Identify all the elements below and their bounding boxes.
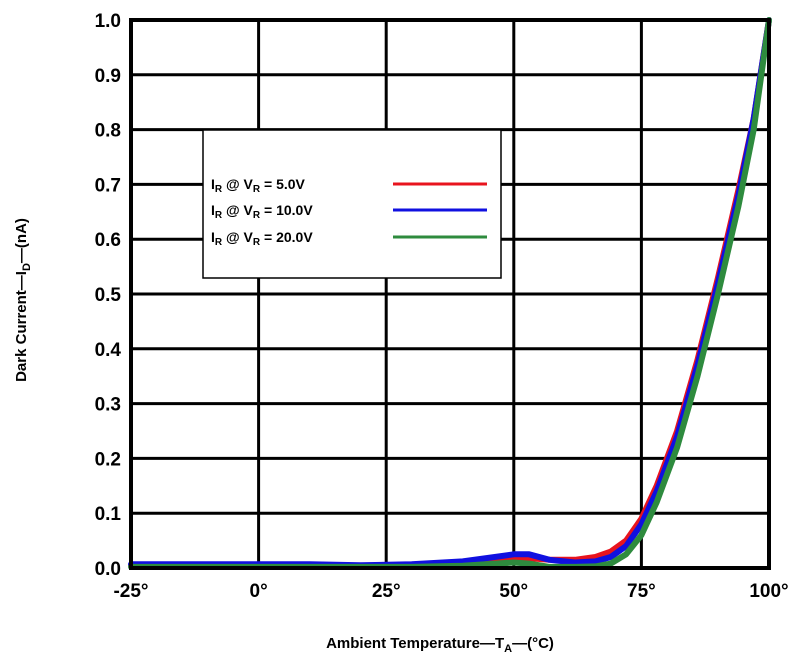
y-axis-title: Dark Current—ID—(nA) (13, 218, 33, 382)
y-axis-ticks: 0.0 0.1 0.2 0.3 0.4 0.5 0.6 0.7 0.8 0.9 1.0 (95, 11, 122, 580)
x-axis-title: Ambient Temperature—TA—(°C) (326, 635, 554, 655)
legend-label-1: IR @ VR = 5.0V (211, 176, 306, 195)
y-tick-label: 0.6 (95, 230, 121, 251)
y-tick-label: 0.2 (95, 449, 121, 470)
x-tick-label: 75° (627, 581, 656, 602)
y-tick-label: 0.4 (95, 340, 122, 361)
x-tick-label: -25° (113, 581, 148, 602)
legend-entries: IR @ VR = 5.0V IR @ VR = 10.0V IR @ VR = 2… (211, 176, 487, 248)
y-tick-label: 0.7 (95, 175, 121, 196)
y-tick-label: 1.0 (95, 11, 121, 32)
x-tick-label: 50° (499, 581, 528, 602)
legend-label-3: IR @ VR = 20.0V (211, 229, 313, 248)
y-tick-label: 0.9 (95, 66, 121, 87)
y-tick-label: 0.5 (95, 285, 122, 306)
legend-box (202, 129, 502, 279)
legend-label-2: IR @ VR = 10.0V (211, 202, 313, 221)
plot-frame (129, 18, 771, 570)
y-tick-label: 0.8 (95, 121, 121, 142)
y-tick-label: 0.0 (95, 559, 121, 580)
y-tick-label: 0.3 (95, 395, 121, 416)
x-tick-label: 25° (372, 581, 401, 602)
legend: IR @ VR = 5.0V IR @ VR = 10.0V IR @ VR = 2… (202, 129, 502, 279)
y-tick-label: 0.1 (95, 504, 122, 525)
x-tick-label: 100° (749, 581, 788, 602)
x-tick-label: 0° (250, 581, 268, 602)
x-axis-ticks: -25° 0° 25° 50° 75° 100° (113, 581, 788, 602)
